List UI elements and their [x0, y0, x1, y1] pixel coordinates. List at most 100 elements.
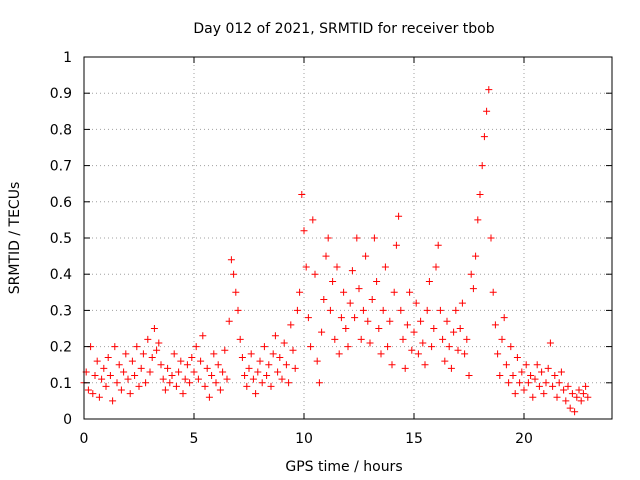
- data-point: [516, 379, 524, 387]
- data-point: [412, 299, 420, 307]
- data-point: [144, 335, 152, 343]
- data-point: [351, 314, 359, 322]
- data-point: [432, 263, 440, 271]
- data-point: [560, 386, 568, 394]
- data-point: [406, 288, 414, 296]
- data-point: [256, 357, 264, 365]
- data-point: [410, 328, 418, 336]
- data-point: [219, 368, 227, 376]
- data-point: [522, 361, 530, 369]
- x-tick-label: 0: [80, 431, 89, 447]
- data-point: [236, 335, 244, 343]
- data-point: [153, 346, 161, 354]
- data-point: [531, 375, 539, 383]
- data-point: [304, 314, 312, 322]
- data-point: [390, 288, 398, 296]
- data-point: [210, 350, 218, 358]
- data-point: [161, 386, 169, 394]
- data-point: [245, 364, 253, 372]
- data-point: [419, 339, 427, 347]
- data-point: [509, 372, 517, 380]
- data-point: [203, 364, 211, 372]
- data-point: [315, 379, 323, 387]
- data-point: [535, 382, 543, 390]
- data-point: [142, 379, 150, 387]
- data-point: [155, 339, 163, 347]
- data-point: [201, 382, 209, 390]
- data-point: [309, 216, 317, 224]
- data-point: [124, 375, 132, 383]
- data-point: [186, 379, 194, 387]
- data-point: [326, 306, 334, 314]
- data-point: [555, 379, 563, 387]
- data-point: [568, 390, 576, 398]
- data-point: [287, 321, 295, 329]
- data-point: [146, 368, 154, 376]
- y-tick-label: 0.5: [50, 231, 72, 247]
- data-point: [408, 346, 416, 354]
- data-point: [133, 343, 141, 351]
- data-point: [170, 350, 178, 358]
- data-point: [447, 364, 455, 372]
- data-point: [498, 335, 506, 343]
- data-point: [199, 332, 207, 340]
- data-point: [465, 372, 473, 380]
- data-point: [348, 267, 356, 275]
- data-point: [566, 404, 574, 412]
- y-tick-label: 0.8: [50, 122, 72, 138]
- data-point: [234, 306, 242, 314]
- data-point: [260, 343, 268, 351]
- data-point: [500, 314, 508, 322]
- data-point: [258, 379, 266, 387]
- x-axis-label: GPS time / hours: [285, 459, 402, 475]
- data-point: [373, 277, 381, 285]
- data-point: [505, 379, 513, 387]
- data-point: [403, 321, 411, 329]
- data-point: [269, 350, 277, 358]
- data-point: [538, 368, 546, 376]
- data-point: [109, 397, 117, 405]
- data-point: [285, 379, 293, 387]
- data-point: [337, 314, 345, 322]
- data-point: [458, 299, 466, 307]
- data-point: [293, 306, 301, 314]
- data-point: [307, 343, 315, 351]
- data-point: [487, 234, 495, 242]
- data-point: [267, 382, 275, 390]
- data-point: [443, 317, 451, 325]
- data-point: [474, 216, 482, 224]
- data-point: [388, 361, 396, 369]
- data-point: [177, 357, 185, 365]
- data-point: [311, 270, 319, 278]
- data-point: [172, 382, 180, 390]
- data-point: [417, 317, 425, 325]
- data-point: [450, 328, 458, 336]
- data-point: [489, 288, 497, 296]
- data-point: [190, 368, 198, 376]
- y-tick-label: 1: [63, 50, 72, 66]
- data-point: [274, 368, 282, 376]
- data-point: [573, 393, 581, 401]
- data-point: [439, 335, 447, 343]
- data-point: [148, 353, 156, 361]
- data-point: [216, 386, 224, 394]
- data-point: [320, 296, 328, 304]
- data-point: [564, 382, 572, 390]
- data-point: [106, 372, 114, 380]
- y-tick-label: 0.1: [50, 376, 72, 392]
- data-point: [469, 285, 477, 293]
- data-point: [168, 372, 176, 380]
- data-point: [436, 306, 444, 314]
- data-point: [93, 357, 101, 365]
- data-point: [324, 234, 332, 242]
- data-point: [549, 382, 557, 390]
- y-axis-label: SRMTID / TECUs: [7, 182, 23, 295]
- data-point: [318, 328, 326, 336]
- x-tick-label: 20: [515, 431, 533, 447]
- data-point: [243, 382, 251, 390]
- data-point: [313, 357, 321, 365]
- data-point: [379, 306, 387, 314]
- data-point: [496, 372, 504, 380]
- data-point: [208, 372, 216, 380]
